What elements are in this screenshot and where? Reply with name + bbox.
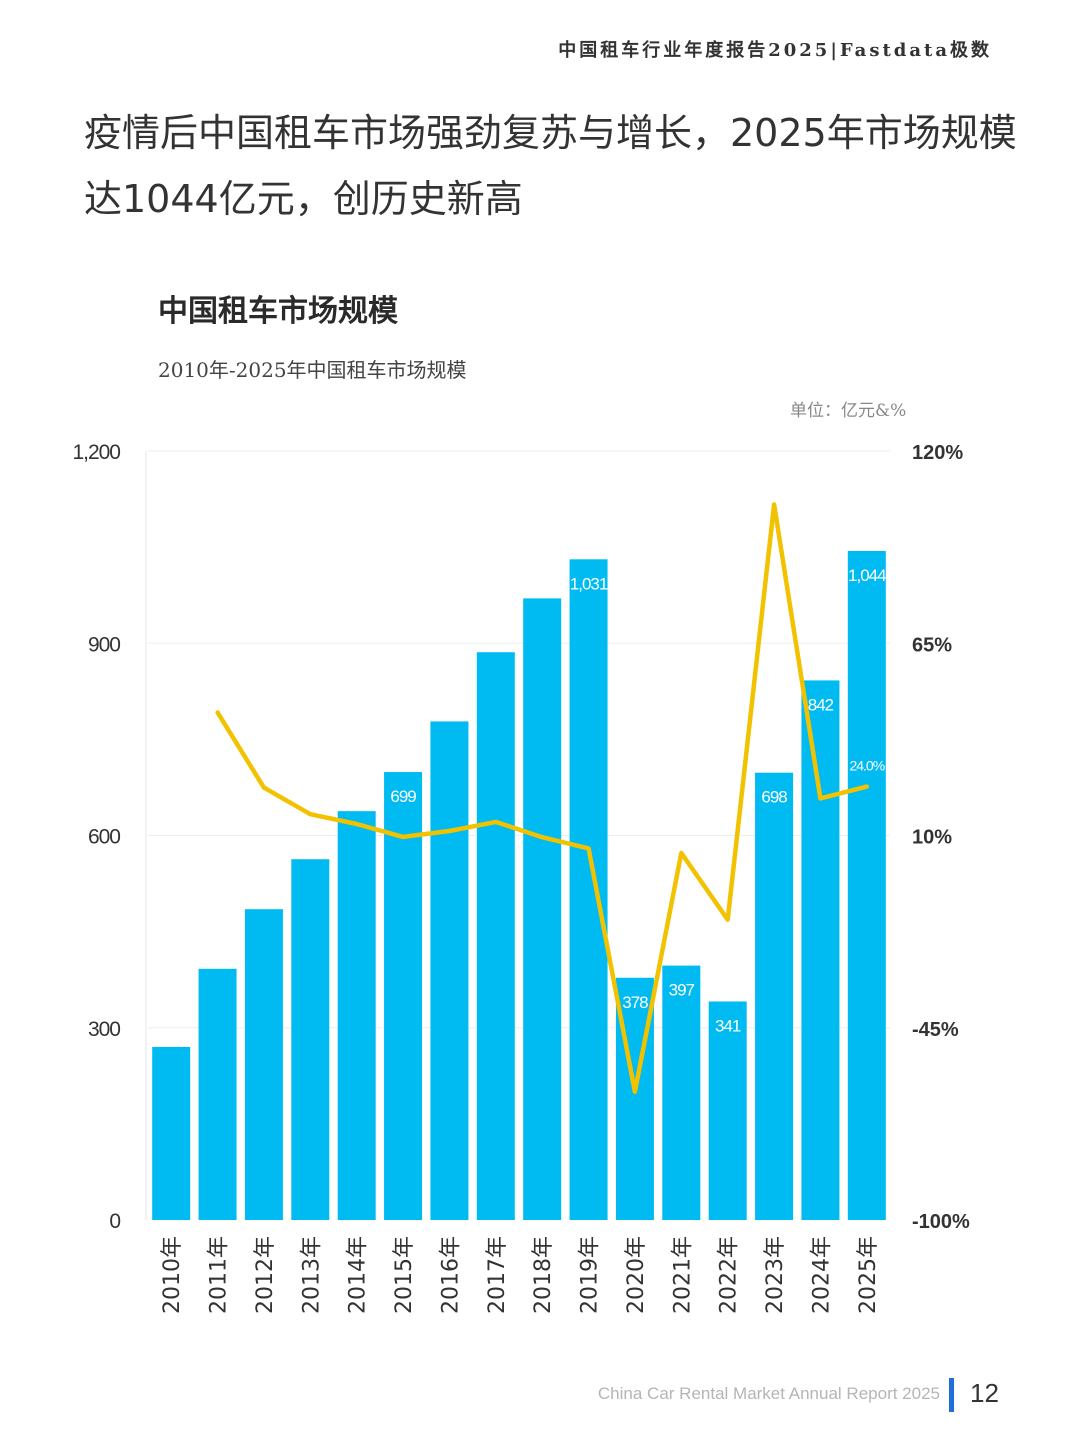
left-axis-tick-label: 600 bbox=[88, 826, 120, 849]
x-axis-category-label: 2018年 bbox=[531, 1236, 556, 1314]
bar-value-label: 1,044 bbox=[848, 566, 886, 585]
x-axis-category-label: 2024年 bbox=[809, 1236, 834, 1314]
bar bbox=[152, 1046, 191, 1220]
unit-label: 单位：亿元&% bbox=[790, 401, 907, 421]
x-axis-category-label: 2021年 bbox=[670, 1236, 695, 1314]
report-header: 中国租车行业年度报告2025|Fastdata极数 bbox=[558, 40, 992, 61]
x-axis-category-label: 2019年 bbox=[578, 1236, 603, 1314]
left-axis-tick-label: 0 bbox=[109, 1210, 120, 1233]
chart-subtitle: 2010年-2025年中国租车市场规模 bbox=[158, 358, 467, 382]
bar bbox=[384, 772, 423, 1220]
bar bbox=[476, 652, 515, 1220]
bar bbox=[198, 968, 237, 1220]
right-axis-tick-label: 10% bbox=[912, 827, 952, 849]
x-axis-category-label: 2016年 bbox=[438, 1236, 463, 1314]
right-axis-tick-label: 120% bbox=[912, 442, 963, 464]
bar bbox=[755, 772, 794, 1220]
growth-rate-line bbox=[215, 502, 870, 1094]
left-axis-tick-label: 900 bbox=[88, 633, 120, 656]
bar bbox=[337, 811, 376, 1220]
right-axis-tick-label: -45% bbox=[912, 1019, 959, 1041]
x-axis-category-label: 2017年 bbox=[485, 1236, 510, 1314]
right-axis-tick-label: 65% bbox=[912, 634, 952, 656]
bar bbox=[801, 680, 840, 1220]
x-axis-category-label: 2012年 bbox=[253, 1236, 278, 1314]
bar bbox=[569, 559, 608, 1220]
bar bbox=[244, 909, 283, 1220]
x-axis-category-label: 2015年 bbox=[392, 1236, 417, 1314]
chart-title: 中国租车市场规模 bbox=[158, 294, 398, 329]
right-axis-tick-label: -100% bbox=[912, 1211, 970, 1233]
bar bbox=[708, 1001, 747, 1220]
page-number: 12 bbox=[970, 1378, 999, 1408]
x-axis-category-label: 2020年 bbox=[624, 1236, 649, 1314]
bar bbox=[662, 965, 701, 1220]
x-axis-category-label: 2022年 bbox=[717, 1236, 742, 1314]
footer-divider bbox=[949, 1378, 954, 1412]
bar bbox=[291, 859, 330, 1220]
bar-value-label: 341 bbox=[715, 1016, 741, 1035]
left-axis-tick-label: 300 bbox=[88, 1018, 120, 1041]
footer-report-name: China Car Rental Market Annual Report 20… bbox=[597, 1384, 940, 1403]
x-axis-category-label: 2013年 bbox=[299, 1236, 324, 1314]
bar bbox=[430, 721, 469, 1220]
line-value-label: 24.0% bbox=[849, 758, 884, 774]
bar-value-label: 698 bbox=[761, 788, 787, 807]
left-axis-tick-label: 1,200 bbox=[72, 441, 120, 464]
bar-value-label: 699 bbox=[390, 787, 416, 806]
bar-value-label: 842 bbox=[808, 695, 834, 714]
x-axis-category-label: 2023年 bbox=[763, 1236, 788, 1314]
x-axis-category-label: 2011年 bbox=[207, 1236, 232, 1314]
headline: 疫情后中国租车市场强劲复苏与增长，2025年市场规模达1044亿元，创历史新高 bbox=[84, 111, 1017, 221]
x-axis-category-label: 2025年 bbox=[856, 1236, 881, 1314]
bar bbox=[847, 550, 886, 1220]
bar-value-label: 378 bbox=[622, 993, 648, 1012]
bar-value-label: 1,031 bbox=[570, 574, 608, 593]
x-axis-category-label: 2010年 bbox=[160, 1236, 185, 1314]
x-axis-category-label: 2014年 bbox=[346, 1236, 371, 1314]
bar bbox=[523, 598, 562, 1220]
bar-value-label: 397 bbox=[669, 981, 695, 1000]
